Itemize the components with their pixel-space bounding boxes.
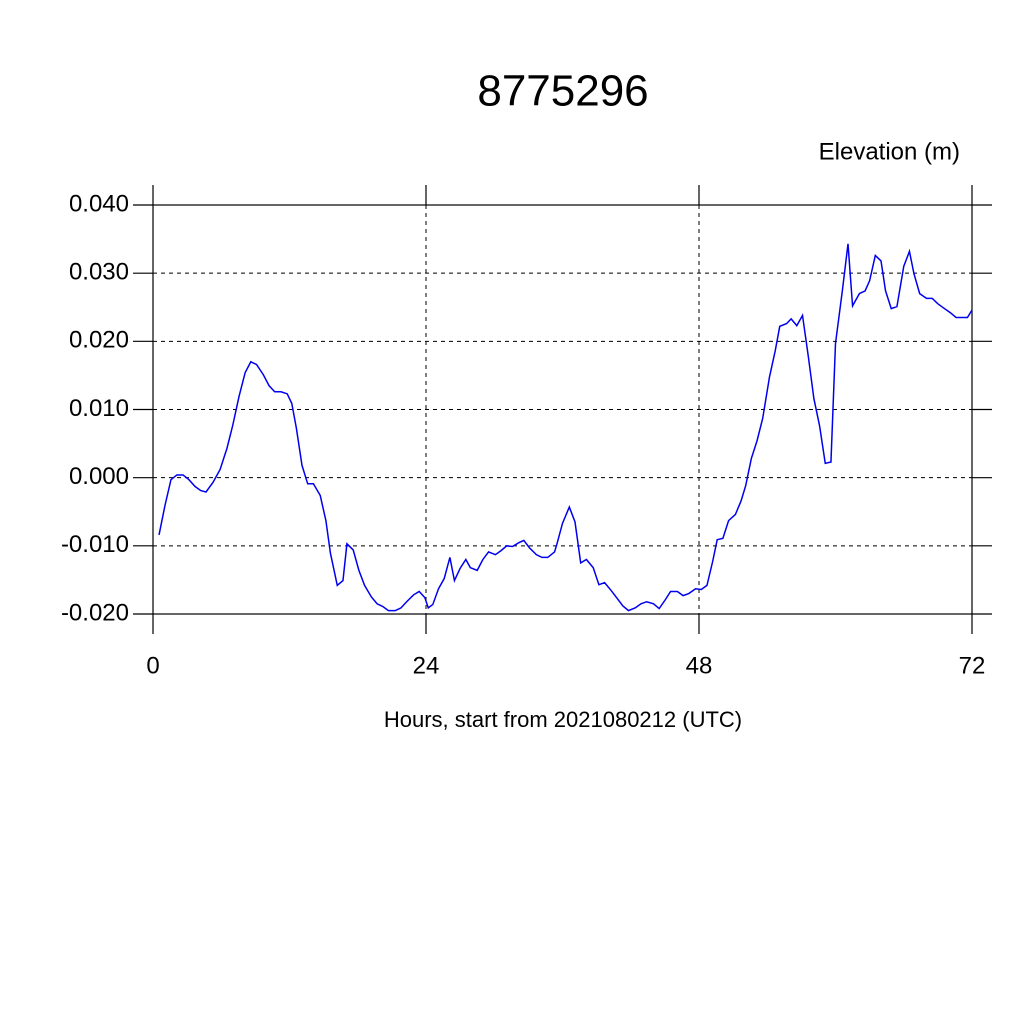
y-tick-label: 0.030 [69, 259, 129, 286]
chart-subtitle: Elevation (m) [819, 138, 960, 165]
x-tick-label: 72 [959, 652, 986, 679]
x-tick-label: 48 [686, 652, 713, 679]
plot-frame [152, 204, 973, 615]
x-axis-label: Hours, start from 2021080212 (UTC) [384, 707, 742, 732]
y-tick-label: 0.000 [69, 463, 129, 490]
chart-title: 8775296 [477, 67, 648, 116]
data-line [158, 243, 973, 612]
x-tick-label: 0 [146, 652, 159, 679]
x-tick-label: 24 [413, 652, 440, 679]
y-tick-label: 0.040 [69, 190, 129, 217]
y-tick-label: 0.010 [69, 395, 129, 422]
y-tick-label: 0.020 [69, 327, 129, 354]
y-tick-label: -0.020 [61, 599, 129, 626]
y-tick-label: -0.010 [61, 531, 129, 558]
